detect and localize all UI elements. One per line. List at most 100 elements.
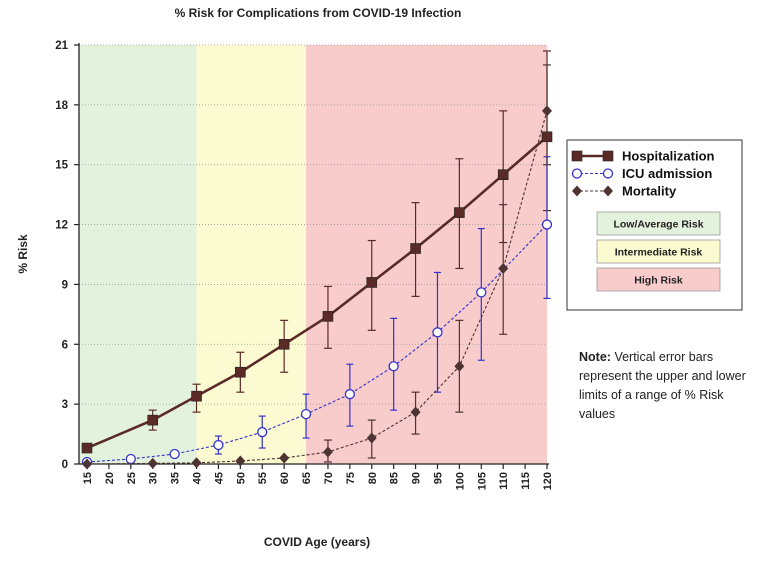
- x-tick-label: 30: [148, 472, 160, 484]
- legend-zone-boxes: Low/Average Risk Intermediate Risk High Ri…: [596, 211, 721, 292]
- data-point: [147, 457, 158, 469]
- risk-zones: [79, 45, 547, 464]
- x-tick-label: 60: [279, 472, 291, 484]
- series-mortality: [82, 64, 552, 470]
- y-tick-label: 3: [62, 399, 68, 411]
- zone-band: [196, 45, 307, 464]
- legend-zone: Low/Average Risk: [596, 211, 721, 236]
- zone-band: [79, 45, 197, 464]
- chart-title: % Risk for Complications from COVID-19 I…: [175, 6, 462, 20]
- data-point: [541, 219, 553, 230]
- legend-entry: Hospitalization: [571, 149, 715, 164]
- data-point: [432, 327, 443, 338]
- data-point: [322, 311, 334, 322]
- data-point: [476, 287, 487, 298]
- data-point: [454, 207, 465, 218]
- x-tick-label: 50: [235, 472, 247, 484]
- legend-marker: [572, 185, 582, 197]
- data-point: [82, 458, 92, 470]
- legend-zone: Intermediate Risk: [596, 239, 721, 264]
- data-point: [542, 105, 552, 117]
- legend-marker: [602, 168, 614, 179]
- x-tick-label: 90: [411, 472, 423, 484]
- legend-entries: Hospitalization ICU admission Mortality: [571, 149, 715, 199]
- data-point: [147, 414, 159, 426]
- y-axis-title: % Risk: [16, 234, 30, 274]
- x-tick-label: 115: [520, 472, 532, 490]
- gridlines: [79, 44, 547, 405]
- legend-zone-swatch: [596, 239, 721, 264]
- error-bar-note: Note: Vertical error bars represent the …: [579, 348, 749, 424]
- data-point: [498, 262, 509, 274]
- legend-zone-label: High Risk: [634, 275, 683, 287]
- legend-marker: [603, 185, 613, 197]
- x-tick-label: 100: [454, 472, 466, 490]
- data-point: [213, 439, 224, 451]
- y-tick-label: 9: [62, 279, 68, 291]
- x-tick-label: 110: [498, 472, 510, 490]
- axes: 0 3 6 9 12 15 18 21 15 20 25 30 35 40 45 50 55 60 65 70 75 80…: [55, 40, 554, 490]
- data-point: [235, 455, 246, 467]
- x-tick-label: 55: [257, 472, 269, 484]
- x-tick-label: 65: [301, 472, 313, 484]
- legend-zone-label: Low/Average Risk: [613, 219, 703, 231]
- x-tick-label: 45: [213, 472, 225, 484]
- legend-zone: High Risk: [596, 267, 721, 292]
- data-point: [300, 408, 312, 420]
- legend-label: Hospitalization: [622, 149, 715, 164]
- data-point: [257, 426, 268, 438]
- x-tick-label: 120: [542, 472, 554, 490]
- data-point: [191, 390, 202, 402]
- x-tick-label: 20: [104, 472, 116, 484]
- zone-band: [306, 45, 547, 464]
- data-point: [125, 453, 136, 465]
- legend: Hospitalization ICU admission Mortality Lo…: [566, 139, 743, 311]
- legend-entry: Mortality: [572, 184, 677, 199]
- data-point: [497, 169, 509, 180]
- legend-label: ICU admission: [622, 166, 712, 181]
- legend-marker: [571, 150, 583, 162]
- x-tick-label: 85: [389, 472, 401, 484]
- x-axis-title: COVID Age (years): [264, 535, 370, 549]
- legend-label: Mortality: [622, 184, 677, 199]
- data-point: [454, 360, 465, 372]
- data-point: [278, 338, 290, 350]
- note-text: Vertical error bars represent the upper …: [579, 350, 746, 421]
- series-icu-admission: [81, 156, 553, 468]
- x-tick-label: 15: [82, 472, 94, 484]
- data-point: [344, 389, 356, 400]
- x-tick-label: 25: [126, 472, 138, 484]
- legend-entry: ICU admission: [571, 166, 712, 181]
- data-point: [410, 243, 421, 254]
- y-tick-label: 12: [55, 220, 68, 232]
- data-point: [279, 452, 290, 464]
- data-point: [81, 442, 93, 454]
- legend-zone-swatch: [596, 211, 721, 236]
- legend-zone-label: Intermediate Risk: [615, 247, 703, 259]
- data-point: [191, 457, 202, 469]
- data-point: [366, 432, 377, 444]
- x-tick-label: 80: [367, 472, 379, 484]
- data-point: [366, 277, 378, 288]
- data-point: [169, 448, 180, 460]
- legend-zone-swatch: [596, 267, 721, 292]
- legend-marker: [602, 150, 614, 162]
- x-tick-label: 75: [345, 472, 357, 484]
- series-layer: [81, 50, 553, 470]
- y-tick-label: 6: [62, 339, 68, 351]
- note-label: Note:: [579, 350, 611, 364]
- y-tick-label: 21: [55, 40, 68, 52]
- x-tick-label: 35: [170, 472, 182, 484]
- x-tick-label: 105: [476, 472, 488, 490]
- y-tick-label: 0: [62, 459, 68, 471]
- legend-marker: [571, 168, 583, 179]
- data-point: [410, 406, 421, 418]
- x-tick-label: 70: [323, 472, 335, 484]
- x-tick-label: 40: [192, 472, 204, 484]
- data-point: [322, 446, 333, 458]
- x-tick-label: 95: [432, 472, 444, 484]
- data-point: [235, 366, 246, 378]
- data-point: [388, 361, 399, 372]
- y-tick-label: 18: [55, 100, 68, 112]
